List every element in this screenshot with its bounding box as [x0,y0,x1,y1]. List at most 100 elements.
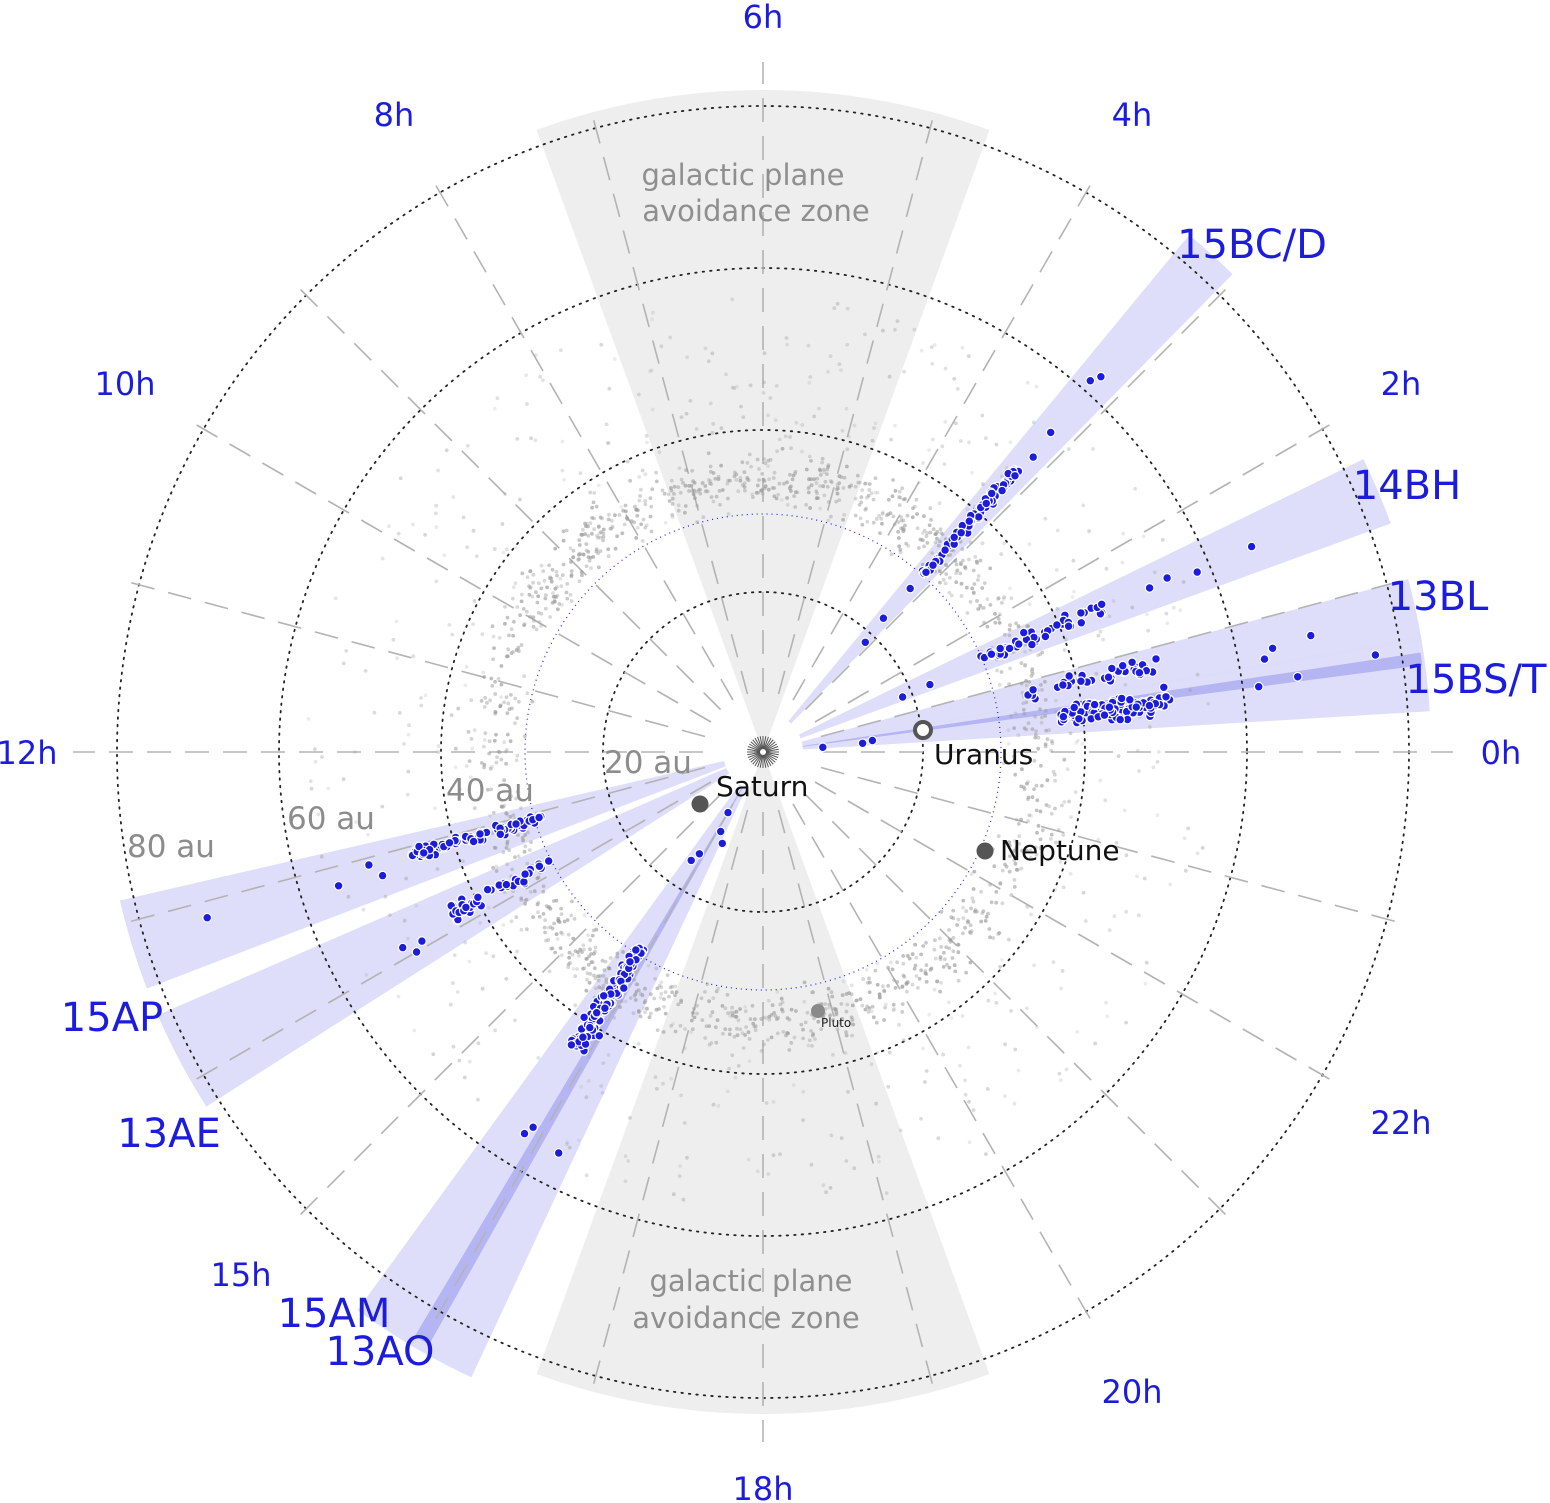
background-object [528,586,532,590]
background-object [942,957,947,962]
background-object [1027,542,1032,547]
background-object [1096,837,1101,842]
sun-ray [765,752,779,756]
background-object [488,698,492,703]
background-object [890,494,895,499]
detected-object [377,870,388,881]
background-object [555,573,559,578]
background-object [640,993,645,997]
background-object [960,1013,965,1018]
background-object [759,1049,764,1053]
background-object [967,557,971,562]
background-object [919,1116,923,1121]
background-object [600,958,605,963]
background-object [513,581,518,586]
detected-object [949,532,960,543]
background-object [511,585,516,590]
background-object [997,683,1002,687]
background-object [875,961,879,966]
background-object [613,546,618,551]
background-object [402,742,406,746]
background-object [501,850,506,855]
background-object [1165,621,1170,626]
background-object [999,670,1004,674]
background-object [683,1027,687,1031]
background-object [991,936,996,940]
background-object [716,1104,721,1108]
background-object [597,985,602,990]
background-object [663,990,668,994]
background-object [402,918,407,923]
background-object [453,765,458,770]
background-object [503,749,508,754]
background-object [866,493,871,498]
background-object [523,844,528,849]
background-object [870,1004,875,1009]
background-object [766,464,770,469]
background-object [499,664,504,668]
background-object [933,540,938,545]
background-object [670,990,674,995]
background-object [650,407,655,412]
background-object [584,564,589,569]
background-object [523,902,527,906]
background-object [703,484,708,488]
background-object [584,1173,589,1178]
background-object [826,370,830,374]
background-object [480,632,485,637]
detected-object [1051,620,1062,630]
background-object [594,986,598,991]
background-object [601,983,606,988]
background-object [1058,1078,1063,1083]
background-object [938,955,943,959]
background-object [844,992,849,996]
detected-object [579,1012,589,1023]
background-object [476,1097,480,1102]
background-object [494,864,499,869]
background-object [993,991,997,996]
background-object [587,558,592,563]
background-object [711,422,716,426]
background-object [874,517,879,521]
background-object [842,475,847,480]
background-object [840,993,845,997]
background-object [994,1000,999,1005]
background-object [590,933,595,938]
background-object [613,513,617,518]
sun-ray [764,741,776,751]
background-object [673,993,677,998]
background-object [592,491,597,495]
background-object [491,954,496,959]
background-object [1104,1000,1108,1005]
background-object [893,327,897,332]
background-object [806,343,811,348]
background-object [819,1027,824,1032]
background-object [971,568,976,573]
background-object [715,1018,720,1022]
background-object [1019,661,1024,666]
background-object [910,515,915,520]
background-object [561,529,566,534]
background-object [877,995,882,1000]
background-object [533,438,538,443]
background-object [817,406,821,411]
background-object [683,1046,687,1051]
background-object [1068,872,1073,876]
background-object [590,516,594,520]
background-object [900,984,905,988]
background-object [504,977,509,981]
background-object [609,518,614,523]
detected-object [921,567,931,578]
background-object [1008,440,1013,445]
background-object [762,486,767,491]
background-object [517,649,521,653]
background-object [535,902,540,907]
background-object [584,988,589,993]
hour-label-20h: 20h [1102,1373,1163,1411]
background-object [789,1007,794,1012]
background-object [1043,708,1048,713]
background-object [853,496,858,501]
background-object [730,385,735,390]
detected-object [519,1128,530,1139]
background-object [1030,727,1035,731]
